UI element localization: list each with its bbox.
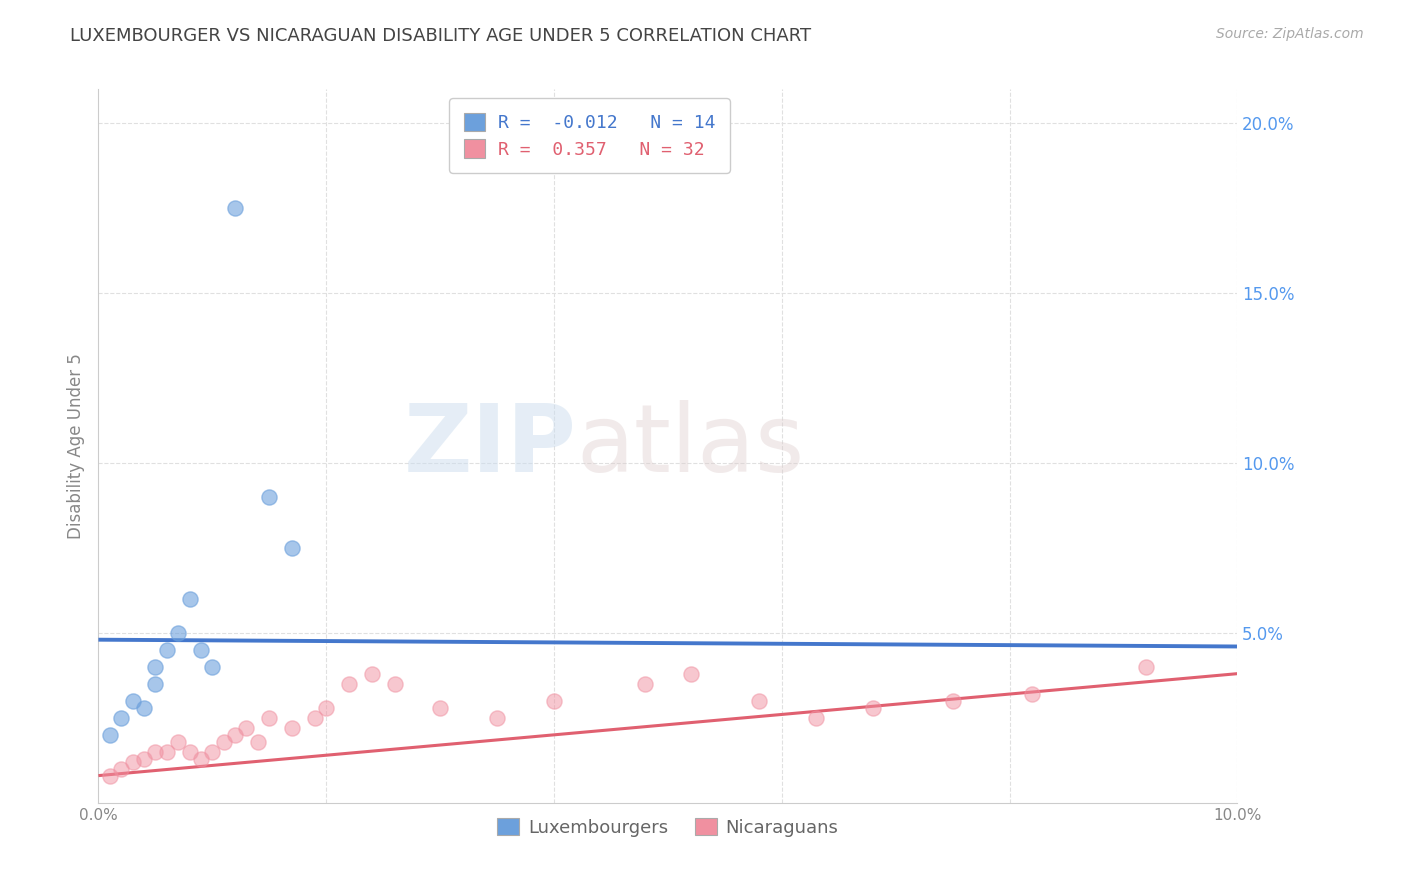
Text: atlas: atlas — [576, 400, 806, 492]
Point — [1135, 660, 1157, 674]
Point — [486, 711, 509, 725]
Point — [281, 721, 304, 735]
Point — [179, 745, 201, 759]
Point — [121, 755, 143, 769]
Point — [156, 745, 179, 759]
Point — [145, 677, 167, 691]
Point — [201, 745, 224, 759]
Point — [190, 751, 212, 765]
Point — [246, 734, 269, 748]
Point — [224, 201, 246, 215]
Legend: Luxembourgers, Nicaraguans: Luxembourgers, Nicaraguans — [489, 811, 846, 844]
Point — [304, 711, 326, 725]
Point — [235, 721, 257, 735]
Point — [167, 626, 190, 640]
Point — [179, 591, 201, 606]
Point — [634, 677, 657, 691]
Point — [679, 666, 702, 681]
Point — [337, 677, 360, 691]
Point — [132, 700, 155, 714]
Point — [259, 490, 281, 504]
Point — [862, 700, 884, 714]
Point — [190, 643, 212, 657]
Point — [98, 728, 121, 742]
Point — [748, 694, 770, 708]
Y-axis label: Disability Age Under 5: Disability Age Under 5 — [66, 353, 84, 539]
Point — [360, 666, 382, 681]
Point — [942, 694, 965, 708]
Point — [201, 660, 224, 674]
Point — [98, 769, 121, 783]
Point — [212, 734, 235, 748]
Point — [110, 711, 132, 725]
Text: ZIP: ZIP — [404, 400, 576, 492]
Text: LUXEMBOURGER VS NICARAGUAN DISABILITY AGE UNDER 5 CORRELATION CHART: LUXEMBOURGER VS NICARAGUAN DISABILITY AG… — [70, 27, 811, 45]
Point — [121, 694, 143, 708]
Point — [145, 660, 167, 674]
Point — [315, 700, 337, 714]
Point — [145, 745, 167, 759]
Point — [224, 728, 246, 742]
Point — [1021, 687, 1043, 701]
Point — [259, 711, 281, 725]
Text: Source: ZipAtlas.com: Source: ZipAtlas.com — [1216, 27, 1364, 41]
Point — [156, 643, 179, 657]
Point — [429, 700, 451, 714]
Point — [384, 677, 406, 691]
Point — [132, 751, 155, 765]
Point — [110, 762, 132, 776]
Point — [543, 694, 565, 708]
Point — [167, 734, 190, 748]
Point — [804, 711, 827, 725]
Point — [281, 541, 304, 555]
